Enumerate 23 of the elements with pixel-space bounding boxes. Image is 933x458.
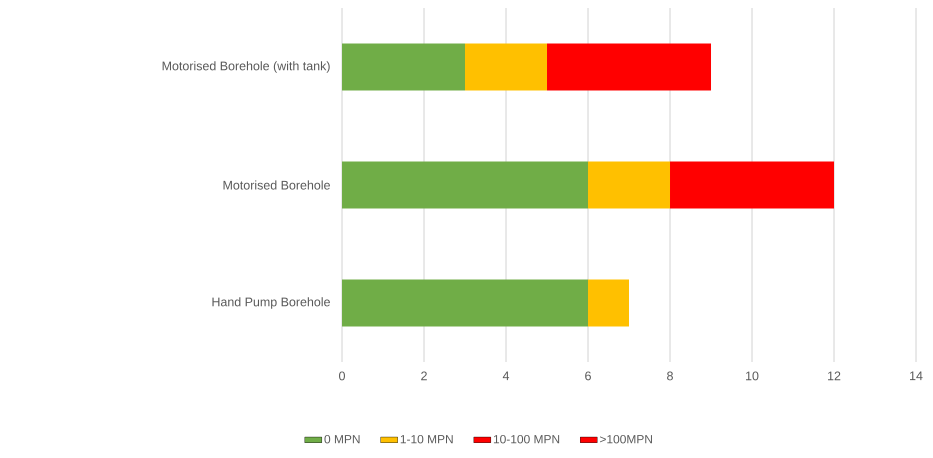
x-tick-label: 8: [667, 372, 673, 380]
legend-label: >100MPN: [600, 434, 652, 444]
bar: [465, 44, 548, 91]
y-tick-label: Motorised Borehole: [224, 180, 330, 190]
legend-label: 0 MPN: [324, 434, 360, 444]
bar: [588, 280, 630, 327]
bar: [547, 44, 712, 91]
legend-label: 1-10 MPN: [400, 434, 453, 444]
x-tick-label: 12: [828, 372, 840, 380]
bar: [342, 162, 588, 209]
x-tick-label: 0: [339, 372, 345, 380]
bar: [670, 162, 834, 209]
y-tick-label: Hand Pump Borehole: [212, 297, 330, 309]
x-tick-label: 14: [910, 372, 923, 380]
bar: [342, 44, 466, 91]
y-tick-label: Motorised Borehole (with tank): [162, 61, 330, 73]
x-tick-label: 6: [585, 372, 591, 380]
bar: [342, 280, 588, 327]
bar: [588, 162, 670, 209]
x-tick-label: 10: [746, 372, 758, 380]
x-tick-label: 4: [502, 372, 510, 380]
x-tick-label: 2: [421, 372, 427, 380]
legend-label: 10-100 MPN: [494, 434, 560, 444]
